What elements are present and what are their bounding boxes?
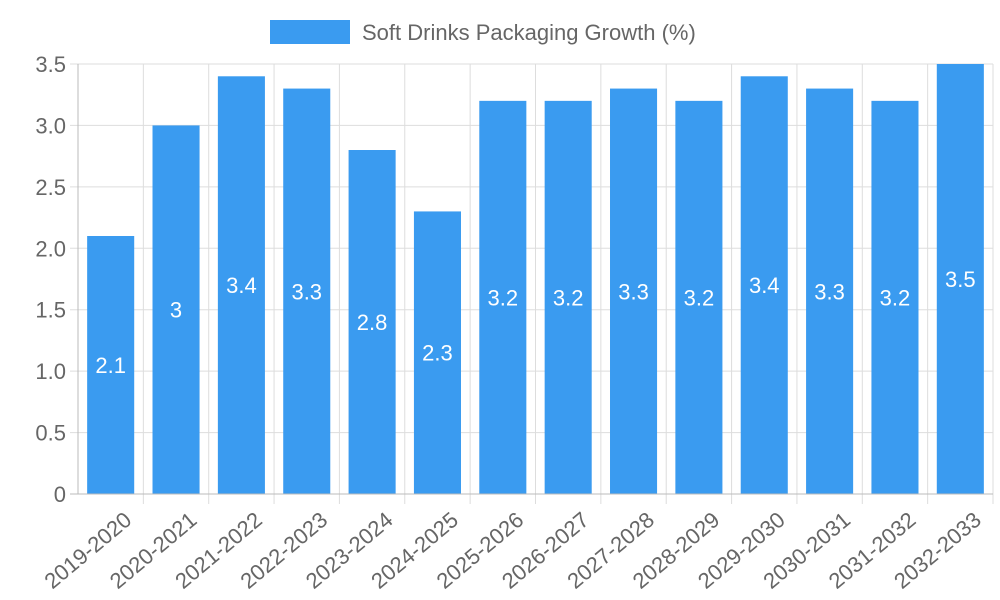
- bar[interactable]: [936, 64, 984, 494]
- bar[interactable]: [479, 100, 527, 494]
- bar[interactable]: [283, 88, 331, 495]
- axes: [70, 64, 993, 495]
- x-axis-ticks: 2019-20202020-20212021-20222022-20232023…: [40, 507, 986, 594]
- y-axis-ticks: 0 0.5 1.0 1.5 2.0 2.5 3.0 3.5: [35, 52, 66, 507]
- bar[interactable]: [544, 100, 592, 494]
- bar-value-label: 3.4: [226, 273, 257, 298]
- bar[interactable]: [217, 76, 265, 495]
- legend-swatch: [270, 20, 350, 44]
- bar[interactable]: [871, 100, 919, 494]
- data-labels: 2.1 3 3.4 3.3 2.8 2.3 3.2 3.2 3.3 3.2 3.4 3.3 3.2 3.5: [95, 267, 975, 378]
- bar-value-label: 2.8: [357, 310, 388, 335]
- bar[interactable]: [740, 76, 788, 495]
- y-tick-label: 0: [54, 482, 66, 507]
- bar-value-label: 3.2: [488, 285, 519, 310]
- legend-label: Soft Drinks Packaging Growth (%): [362, 20, 696, 45]
- bar-value-label: 2.1: [95, 353, 126, 378]
- bar-value-label: 3: [170, 298, 182, 323]
- bar[interactable]: [675, 100, 723, 494]
- bar-value-label: 3.3: [291, 279, 322, 304]
- bar[interactable]: [413, 211, 461, 494]
- y-tick-label: 2.0: [35, 236, 66, 261]
- bar-value-label: 3.4: [749, 273, 780, 298]
- y-tick-label: 0.5: [35, 421, 66, 446]
- legend[interactable]: Soft Drinks Packaging Growth (%): [270, 20, 696, 45]
- bar-value-label: 3.2: [684, 285, 715, 310]
- bar[interactable]: [806, 88, 854, 495]
- bar-value-label: 3.2: [880, 285, 911, 310]
- bar[interactable]: [610, 88, 658, 495]
- bar-value-label: 2.3: [422, 341, 453, 366]
- bar-value-label: 3.5: [945, 267, 976, 292]
- y-tick-label: 3.0: [35, 113, 66, 138]
- y-tick-label: 2.5: [35, 175, 66, 200]
- bar[interactable]: [152, 125, 200, 494]
- bar-value-label: 3.2: [553, 285, 584, 310]
- bar-value-label: 3.3: [814, 279, 845, 304]
- y-tick-label: 3.5: [35, 52, 66, 77]
- gridlines: [70, 63, 994, 504]
- bar[interactable]: [87, 236, 135, 494]
- bar[interactable]: [348, 150, 396, 494]
- y-tick-label: 1.5: [35, 298, 66, 323]
- bars: [87, 64, 984, 495]
- y-tick-label: 1.0: [35, 359, 66, 384]
- bar-value-label: 3.3: [618, 279, 649, 304]
